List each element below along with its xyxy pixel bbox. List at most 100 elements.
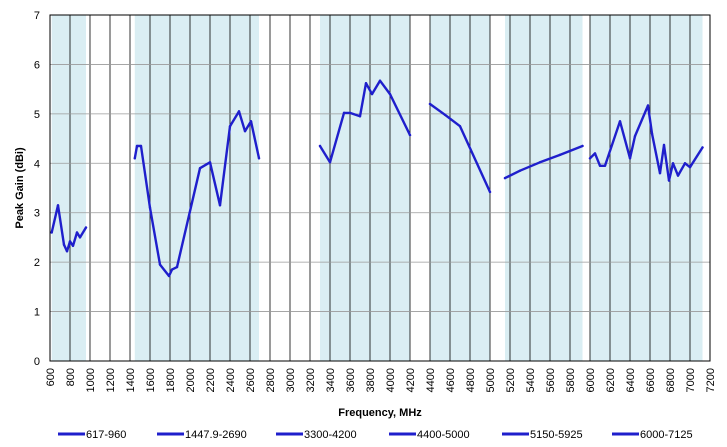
series-line: [318, 79, 412, 164]
data-point: [198, 167, 202, 170]
legend: 617-960 1447.9-2690 3300-4200 4400-5000 5150…: [58, 429, 693, 441]
y-axis-title: Peak Gain (dBi): [14, 147, 26, 229]
legend-label: 617-960: [86, 429, 126, 441]
legend-item: 6000-7125: [612, 429, 693, 441]
data-point: [658, 171, 662, 175]
series-6000-7125: [588, 104, 704, 182]
x-tick-label: 7000: [685, 368, 697, 392]
plot-area-frame: [49, 14, 711, 362]
data-point: [662, 143, 666, 147]
x-tick-label: 1800: [165, 368, 177, 392]
series-line: [133, 110, 261, 278]
data-point: [408, 133, 412, 137]
data-point: [650, 132, 654, 135]
data-point: [78, 236, 82, 239]
x-tick-label: 6400: [625, 368, 637, 392]
series-617-960: [50, 204, 88, 253]
data-point: [158, 263, 162, 266]
x-tick-label: 5400: [525, 368, 537, 392]
data-point: [167, 274, 171, 278]
data-point: [598, 164, 602, 167]
data-point: [370, 92, 374, 96]
band-region-5: [590, 15, 703, 361]
data-series: [50, 79, 704, 278]
x-tick-label: 4600: [445, 368, 457, 392]
data-point: [218, 204, 222, 207]
data-point: [428, 102, 432, 106]
x-tick-label: 2200: [205, 368, 217, 392]
x-tick-label: 1400: [125, 368, 137, 392]
data-point: [443, 113, 447, 117]
y-tick-label: 0: [34, 356, 40, 368]
data-point: [328, 161, 332, 164]
legend-item: 5150-5925: [502, 429, 583, 441]
x-tick-label: 7200: [705, 368, 717, 392]
x-tick-label: 5000: [485, 368, 497, 392]
data-point: [488, 190, 492, 194]
data-point: [667, 179, 671, 182]
data-point: [237, 110, 241, 113]
band-region-1: [134, 15, 259, 361]
x-tick-label: 1200: [105, 368, 117, 392]
data-point: [62, 243, 66, 247]
series-4400-5000: [428, 102, 492, 194]
band-region-2: [320, 15, 410, 361]
x-tick-label: 2600: [245, 368, 257, 392]
y-tick-label: 2: [34, 257, 40, 269]
data-point: [249, 120, 253, 123]
data-point: [358, 115, 362, 118]
data-point: [71, 244, 75, 248]
y-tick-label: 6: [34, 59, 40, 71]
legend-label: 5150-5925: [530, 429, 583, 441]
data-point: [503, 176, 507, 180]
data-point: [458, 125, 462, 128]
x-tick-label: 6600: [645, 368, 657, 392]
x-tick-label: 2400: [225, 368, 237, 392]
frequency-bands: [51, 15, 703, 361]
data-point: [318, 144, 322, 148]
x-tick-label: 6800: [665, 368, 677, 392]
x-tick-label: 5200: [505, 368, 517, 392]
data-point: [618, 120, 622, 123]
x-tick-label: 4200: [405, 368, 417, 392]
legend-item: 3300-4200: [276, 429, 357, 441]
x-tick-label: 3600: [345, 368, 357, 392]
x-tick-label: 5800: [565, 368, 577, 392]
data-point: [676, 174, 680, 177]
x-tick-label: 3200: [305, 368, 317, 392]
legend-label: 6000-7125: [640, 429, 693, 441]
data-point: [175, 265, 179, 269]
data-point: [68, 240, 72, 243]
y-tick-label: 1: [34, 307, 40, 319]
legend-label: 1447.9-2690: [185, 429, 247, 441]
data-point: [50, 231, 53, 234]
data-point: [378, 79, 382, 82]
data-point: [170, 268, 174, 271]
data-point: [133, 157, 136, 160]
y-tick-label: 3: [34, 208, 40, 220]
legend-item: 1447.9-2690: [157, 429, 247, 441]
x-tick-label: 1600: [145, 368, 157, 392]
y-tick-label: 5: [34, 109, 40, 121]
data-point: [257, 157, 261, 160]
legend-item: 4400-5000: [389, 429, 470, 441]
band-region-4: [505, 15, 583, 361]
data-point: [135, 144, 139, 148]
data-point: [581, 144, 584, 148]
data-point: [603, 164, 607, 167]
series-5150-5925: [503, 144, 584, 180]
x-tick-label: 4400: [425, 368, 437, 392]
x-axis-tick-labels: 600 800 1000 1200 1400 1600 1800 2000 2200 2400 26…: [45, 368, 717, 392]
data-point: [558, 153, 562, 157]
data-point: [701, 146, 704, 149]
data-point: [538, 161, 542, 164]
y-axis-tick-labels: 0 1 2 3 4 5 6 7: [34, 10, 40, 368]
data-point: [243, 129, 247, 133]
data-point: [633, 134, 637, 138]
data-point: [593, 152, 597, 155]
x-axis-title: Frequency, MHz: [338, 407, 422, 419]
data-point: [588, 157, 592, 160]
x-tick-label: 6200: [605, 368, 617, 392]
data-point: [84, 226, 88, 229]
